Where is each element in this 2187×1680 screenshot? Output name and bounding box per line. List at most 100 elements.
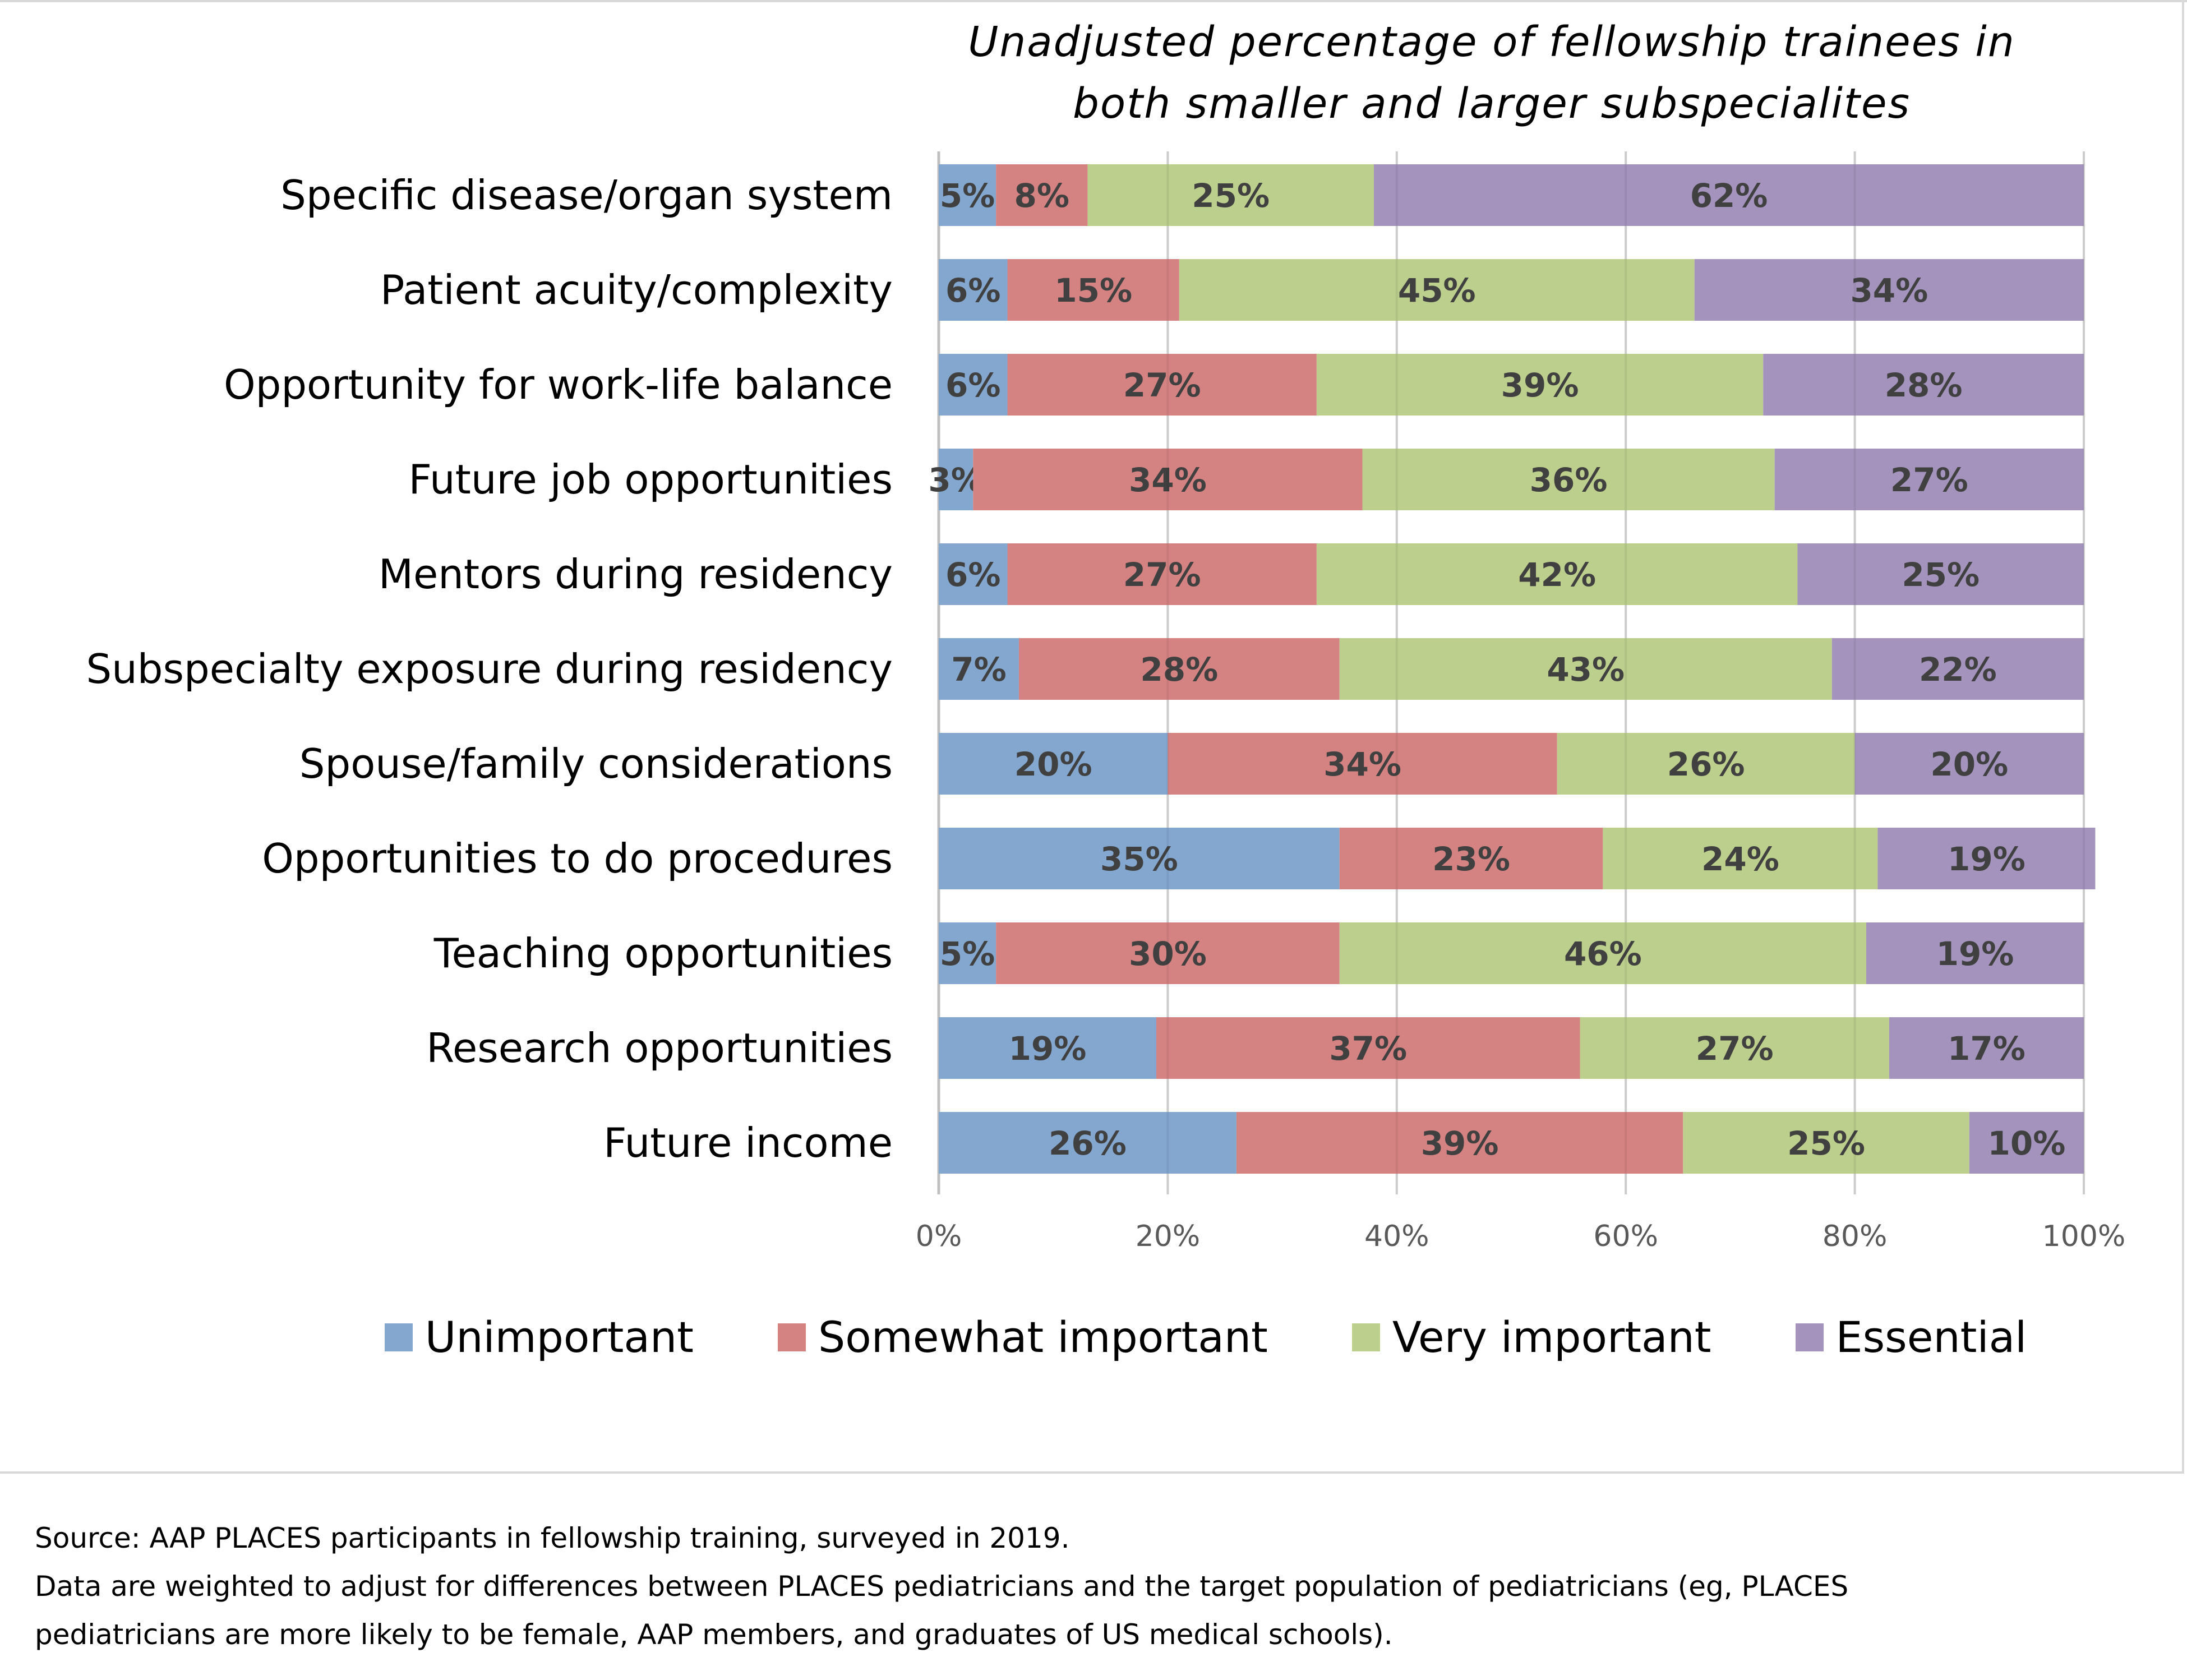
- chart-title-line-1: Unadjusted percentage of fellowship trai…: [968, 18, 2015, 66]
- bars: 5% 8% 25% 62%6% 15% 45% 34%6% 27% 39% 28%3% 34% 36%…: [928, 151, 2096, 1194]
- value-label-mentors-during-residency-very-important: 42%: [1518, 556, 1596, 594]
- legend-label-unimportant: Unimportant: [425, 1312, 694, 1362]
- bar-mentors-during-residency-essential: [1797, 543, 2084, 605]
- bar-teaching-opportunities-very-important: [1339, 922, 1867, 984]
- chart-title: Unadjusted percentage of fellowship trai…: [875, 11, 2108, 135]
- bar-opportunity-for-work-life-balance-very-important: [1316, 354, 1764, 416]
- legend-swatch-essential: [1795, 1323, 1824, 1351]
- legend-item-very-important: Very important: [1351, 1312, 1711, 1362]
- x-tick-labels: 0% 20% 40% 60% 80% 100%: [916, 1220, 2126, 1253]
- bar-mentors-during-residency-unimportant: [939, 543, 1008, 605]
- legend-swatch-unimportant: [384, 1323, 413, 1351]
- value-label-future-income-essential: 10%: [1987, 1124, 2065, 1162]
- x-tick-label-0: 0%: [916, 1220, 962, 1253]
- category-label-subspecialty-exposure-during-residency: Subspecialty exposure during residency: [86, 645, 893, 693]
- footnote-weighting-line-1: Data are weighted to adjust for differen…: [35, 1570, 1849, 1603]
- value-label-research-opportunities-essential: 17%: [1948, 1030, 2025, 1068]
- bar-research-opportunities-somewhat-important: [1156, 1017, 1580, 1079]
- value-label-research-opportunities-unimportant: 19%: [1009, 1030, 1087, 1068]
- bar-subspecialty-exposure-during-residency-somewhat-important: [1018, 638, 1340, 700]
- value-label-patient-acuity-complexity-somewhat-important: 15%: [1054, 271, 1132, 310]
- value-label-spouse-family-considerations-somewhat-important: 34%: [1323, 745, 1401, 783]
- value-label-mentors-during-residency-somewhat-important: 27%: [1123, 556, 1201, 594]
- value-label-research-opportunities-very-important: 27%: [1696, 1030, 1774, 1068]
- footnote-source: Source: AAP PLACES participants in fello…: [35, 1522, 1070, 1554]
- category-label-future-income: Future income: [603, 1119, 893, 1166]
- bar-opportunities-to-do-procedures-very-important: [1603, 828, 1878, 889]
- bar-opportunity-for-work-life-balance-somewhat-important: [1007, 354, 1317, 416]
- value-label-specific-disease-organ-system-somewhat-important: 8%: [1014, 177, 1069, 215]
- bar-future-income-essential: [1969, 1112, 2084, 1174]
- legend-label-very-important: Very important: [1392, 1312, 1711, 1362]
- value-label-subspecialty-exposure-during-residency-essential: 22%: [1919, 650, 1997, 689]
- value-label-research-opportunities-somewhat-important: 37%: [1329, 1030, 1407, 1068]
- value-label-spouse-family-considerations-unimportant: 20%: [1014, 745, 1092, 783]
- legend-item-essential: Essential: [1795, 1312, 2027, 1362]
- bar-specific-disease-organ-system-unimportant: [939, 164, 996, 226]
- bar-subspecialty-exposure-during-residency-essential: [1831, 638, 2084, 700]
- footnote: Source: AAP PLACES participants in fello…: [35, 1514, 1848, 1659]
- bar-spouse-family-considerations-very-important: [1557, 733, 1855, 795]
- category-label-future-job-opportunities: Future job opportunities: [409, 456, 893, 503]
- category-label-specific-disease-organ-system: Specific disease/organ system: [280, 172, 893, 219]
- value-label-opportunity-for-work-life-balance-essential: 28%: [1885, 366, 1963, 404]
- value-label-teaching-opportunities-somewhat-important: 30%: [1129, 935, 1207, 973]
- value-label-opportunity-for-work-life-balance-very-important: 39%: [1501, 366, 1579, 404]
- bar-spouse-family-considerations-essential: [1854, 733, 2084, 795]
- bar-teaching-opportunities-essential: [1866, 922, 2084, 984]
- bar-opportunity-for-work-life-balance-unimportant: [939, 354, 1008, 416]
- bar-future-job-opportunities-unimportant: [939, 449, 973, 510]
- value-label-specific-disease-organ-system-essential: 62%: [1690, 177, 1768, 215]
- x-tick-label-60: 60%: [1593, 1220, 1658, 1253]
- value-label-opportunities-to-do-procedures-very-important: 24%: [1701, 840, 1779, 878]
- legend-label-essential: Essential: [1835, 1312, 2027, 1362]
- value-label-future-income-somewhat-important: 39%: [1421, 1124, 1499, 1162]
- bar-research-opportunities-unimportant: [939, 1017, 1156, 1079]
- bar-mentors-during-residency-very-important: [1316, 543, 1798, 605]
- bar-opportunity-for-work-life-balance-essential: [1763, 354, 2084, 416]
- bar-opportunities-to-do-procedures-unimportant: [939, 828, 1340, 889]
- bar-subspecialty-exposure-during-residency-very-important: [1339, 638, 1832, 700]
- bar-patient-acuity-complexity-very-important: [1179, 259, 1695, 321]
- bar-research-opportunities-very-important: [1580, 1017, 1889, 1079]
- value-label-spouse-family-considerations-very-important: 26%: [1667, 745, 1745, 783]
- value-label-patient-acuity-complexity-very-important: 45%: [1398, 271, 1476, 310]
- chart-frame-top-border: [0, 0, 2187, 2]
- bar-opportunities-to-do-procedures-essential: [1877, 828, 2096, 889]
- bar-spouse-family-considerations-somewhat-important: [1168, 733, 1557, 795]
- bar-specific-disease-organ-system-somewhat-important: [996, 164, 1088, 226]
- legend: Unimportant Somewhat important Very impo…: [336, 1312, 2075, 1362]
- value-label-future-income-unimportant: 26%: [1049, 1124, 1127, 1162]
- bar-research-opportunities-essential: [1889, 1017, 2084, 1079]
- chart-title-line-2: both smaller and larger subspecialites: [1072, 80, 1911, 128]
- value-label-future-job-opportunities-very-important: 36%: [1530, 461, 1608, 499]
- value-label-mentors-during-residency-unimportant: 6%: [945, 556, 1000, 594]
- value-label-specific-disease-organ-system-very-important: 25%: [1192, 177, 1270, 215]
- category-label-opportunities-to-do-procedures: Opportunities to do procedures: [262, 835, 893, 882]
- chart-frame: [0, 0, 2184, 1474]
- category-label-research-opportunities: Research opportunities: [426, 1024, 893, 1072]
- value-label-future-job-opportunities-somewhat-important: 34%: [1129, 461, 1207, 499]
- value-label-specific-disease-organ-system-unimportant: 5%: [940, 177, 995, 215]
- legend-swatch-very-important: [1351, 1323, 1380, 1351]
- bar-future-job-opportunities-somewhat-important: [973, 449, 1363, 510]
- bar-mentors-during-residency-somewhat-important: [1007, 543, 1317, 605]
- x-tick-label-100: 100%: [2042, 1220, 2126, 1253]
- value-label-teaching-opportunities-very-important: 46%: [1564, 935, 1642, 973]
- x-tick-label-40: 40%: [1364, 1220, 1429, 1253]
- value-label-opportunity-for-work-life-balance-somewhat-important: 27%: [1123, 366, 1201, 404]
- value-label-opportunity-for-work-life-balance-unimportant: 6%: [945, 366, 1000, 404]
- x-tick-label-80: 80%: [1822, 1220, 1888, 1253]
- value-label-opportunities-to-do-procedures-unimportant: 35%: [1100, 840, 1178, 878]
- category-label-spouse-family-considerations: Spouse/family considerations: [299, 740, 893, 787]
- category-label-opportunity-for-work-life-balance: Opportunity for work-life balance: [224, 361, 893, 408]
- value-label-mentors-during-residency-essential: 25%: [1902, 556, 1980, 594]
- value-label-opportunities-to-do-procedures-somewhat-important: 23%: [1432, 840, 1510, 878]
- value-label-subspecialty-exposure-during-residency-very-important: 43%: [1547, 650, 1625, 689]
- value-label-future-job-opportunities-essential: 27%: [1890, 461, 1968, 499]
- bar-future-income-somewhat-important: [1236, 1112, 1683, 1174]
- bar-future-job-opportunities-essential: [1774, 449, 2084, 510]
- bar-teaching-opportunities-somewhat-important: [996, 922, 1340, 984]
- bar-patient-acuity-complexity-somewhat-important: [1007, 259, 1179, 321]
- legend-swatch-somewhat-important: [777, 1323, 806, 1351]
